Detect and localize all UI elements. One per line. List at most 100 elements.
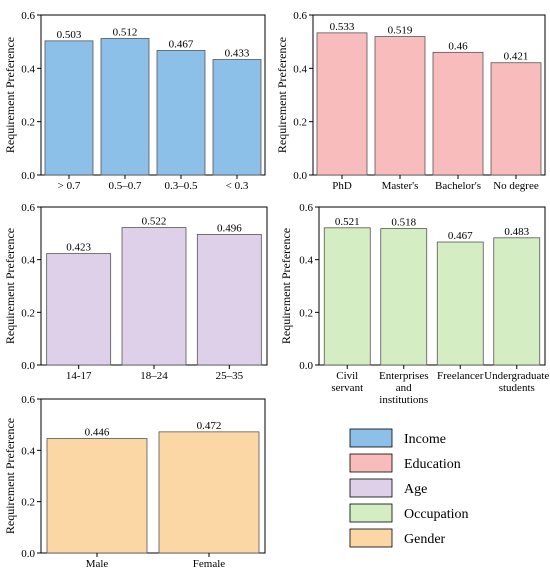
data-label: 0.512 bbox=[113, 26, 138, 38]
y-tick-label: 0.4 bbox=[21, 255, 35, 267]
x-tick-label: Enterprises bbox=[379, 370, 428, 382]
y-tick-label: 0.0 bbox=[21, 170, 35, 182]
data-label: 0.533 bbox=[330, 21, 355, 33]
data-label: 0.46 bbox=[448, 40, 468, 52]
y-tick-label: 0.0 bbox=[293, 170, 307, 182]
x-tick-label: < 0.3 bbox=[226, 180, 249, 192]
data-label: 0.518 bbox=[391, 217, 416, 229]
y-tick-label: 0.0 bbox=[21, 548, 35, 560]
x-tick-label: PhD bbox=[332, 180, 352, 192]
legend-label: Age bbox=[404, 482, 427, 497]
bar bbox=[380, 228, 428, 366]
bar bbox=[121, 227, 187, 366]
data-label: 0.421 bbox=[504, 51, 529, 63]
y-tick-label: 0.6 bbox=[21, 202, 35, 214]
legend-label: Income bbox=[404, 432, 446, 447]
data-label: 0.467 bbox=[448, 230, 473, 242]
legend-label: Education bbox=[404, 457, 461, 472]
data-label: 0.522 bbox=[142, 216, 167, 228]
data-label: 0.446 bbox=[85, 427, 110, 439]
bar bbox=[100, 38, 150, 176]
plot-frame bbox=[40, 398, 266, 554]
data-label: 0.433 bbox=[225, 48, 250, 60]
x-tick-label: Bachelor's bbox=[435, 180, 481, 192]
x-tick-label: Male bbox=[86, 558, 109, 570]
panel-age: 0.0 0.2 0.4 0.6 Requirement Preference 0.423 1… bbox=[3, 202, 268, 382]
bar bbox=[374, 36, 426, 176]
bar bbox=[212, 59, 262, 176]
data-label: 0.467 bbox=[169, 38, 194, 50]
data-label: 0.423 bbox=[66, 242, 91, 254]
y-axis-label: Requirement Preference bbox=[3, 418, 17, 534]
legend-swatch bbox=[349, 453, 393, 473]
plot-frame bbox=[312, 14, 546, 176]
y-tick-label: 0.2 bbox=[21, 497, 35, 509]
bar bbox=[196, 233, 262, 366]
y-tick-label: 0.4 bbox=[293, 63, 307, 75]
bar bbox=[323, 227, 371, 366]
x-tick-label: institutions bbox=[379, 394, 428, 406]
y-tick-label: 0.2 bbox=[293, 117, 307, 129]
x-tick-label: 14-17 bbox=[66, 370, 92, 382]
data-label: 0.519 bbox=[388, 25, 413, 37]
x-tick-label: students bbox=[499, 382, 535, 394]
y-axis-label: Requirement Preference bbox=[279, 228, 293, 344]
legend-swatch bbox=[349, 428, 393, 448]
bar bbox=[156, 50, 206, 176]
y-axis-label: Requirement Preference bbox=[3, 228, 17, 344]
x-tick-label: 0.3–0.5 bbox=[165, 180, 199, 192]
y-tick-label: 0.0 bbox=[21, 360, 35, 372]
data-label: 0.503 bbox=[57, 29, 82, 41]
panel-gender: 0.0 0.2 0.4 0.6 Requirement Preference 0.446 M… bbox=[3, 394, 266, 570]
bar bbox=[436, 241, 484, 366]
bar bbox=[432, 51, 484, 176]
panel-occupation: 0.0 0.2 0.4 0.6 Requirement Preference 0.521 C… bbox=[279, 202, 549, 406]
x-tick-label: and bbox=[396, 382, 412, 394]
panel-education: 0.0 0.2 0.4 0.6 Requirement Preference 0.533 P… bbox=[275, 10, 546, 192]
legend: Income Education Age Occupation Gender bbox=[349, 428, 469, 548]
plot-frame bbox=[40, 14, 266, 176]
y-axis-label: Requirement Preference bbox=[3, 37, 17, 153]
bar bbox=[158, 431, 260, 554]
x-tick-label: Female bbox=[193, 558, 225, 570]
legend-label: Gender bbox=[404, 532, 446, 547]
y-axis-label: Requirement Preference bbox=[275, 37, 289, 153]
y-tick-label: 0.6 bbox=[21, 394, 35, 406]
panel-income: 0.0 0.2 0.4 0.6 Requirement Preference 0.503 >… bbox=[3, 10, 266, 192]
legend-swatch bbox=[349, 528, 393, 548]
x-tick-label: Master's bbox=[382, 180, 419, 192]
y-tick-label: 0.2 bbox=[21, 117, 35, 129]
y-tick-label: 0.4 bbox=[21, 63, 35, 75]
bar bbox=[493, 237, 541, 366]
x-tick-label: 18–24 bbox=[140, 370, 168, 382]
plot-frame bbox=[318, 206, 546, 366]
data-label: 0.521 bbox=[335, 216, 360, 228]
y-tick-label: 0.2 bbox=[21, 307, 35, 319]
bar bbox=[46, 438, 148, 554]
x-tick-label: Freelancer bbox=[437, 370, 484, 382]
y-tick-label: 0.0 bbox=[299, 360, 313, 372]
legend-label: Occupation bbox=[404, 507, 469, 522]
x-tick-label: > 0.7 bbox=[58, 180, 81, 192]
data-label: 0.483 bbox=[504, 226, 529, 238]
bar bbox=[316, 32, 368, 176]
y-tick-label: 0.6 bbox=[299, 202, 313, 214]
y-tick-label: 0.4 bbox=[21, 445, 35, 457]
x-tick-label: 0.5–0.7 bbox=[109, 180, 143, 192]
y-tick-label: 0.4 bbox=[299, 255, 313, 267]
x-tick-label: servant bbox=[331, 382, 363, 394]
data-label: 0.472 bbox=[197, 420, 222, 432]
x-tick-label: No degree bbox=[493, 180, 539, 192]
x-tick-label: 25–35 bbox=[216, 370, 244, 382]
x-tick-label: Undergraduate bbox=[484, 370, 549, 382]
bar bbox=[44, 40, 94, 176]
bar bbox=[46, 253, 112, 366]
y-tick-label: 0.2 bbox=[299, 307, 313, 319]
y-tick-label: 0.6 bbox=[293, 10, 307, 22]
legend-swatch bbox=[349, 478, 393, 498]
data-label: 0.496 bbox=[217, 222, 242, 234]
y-tick-label: 0.6 bbox=[21, 10, 35, 22]
bar bbox=[490, 62, 542, 176]
legend-swatch bbox=[349, 503, 393, 523]
